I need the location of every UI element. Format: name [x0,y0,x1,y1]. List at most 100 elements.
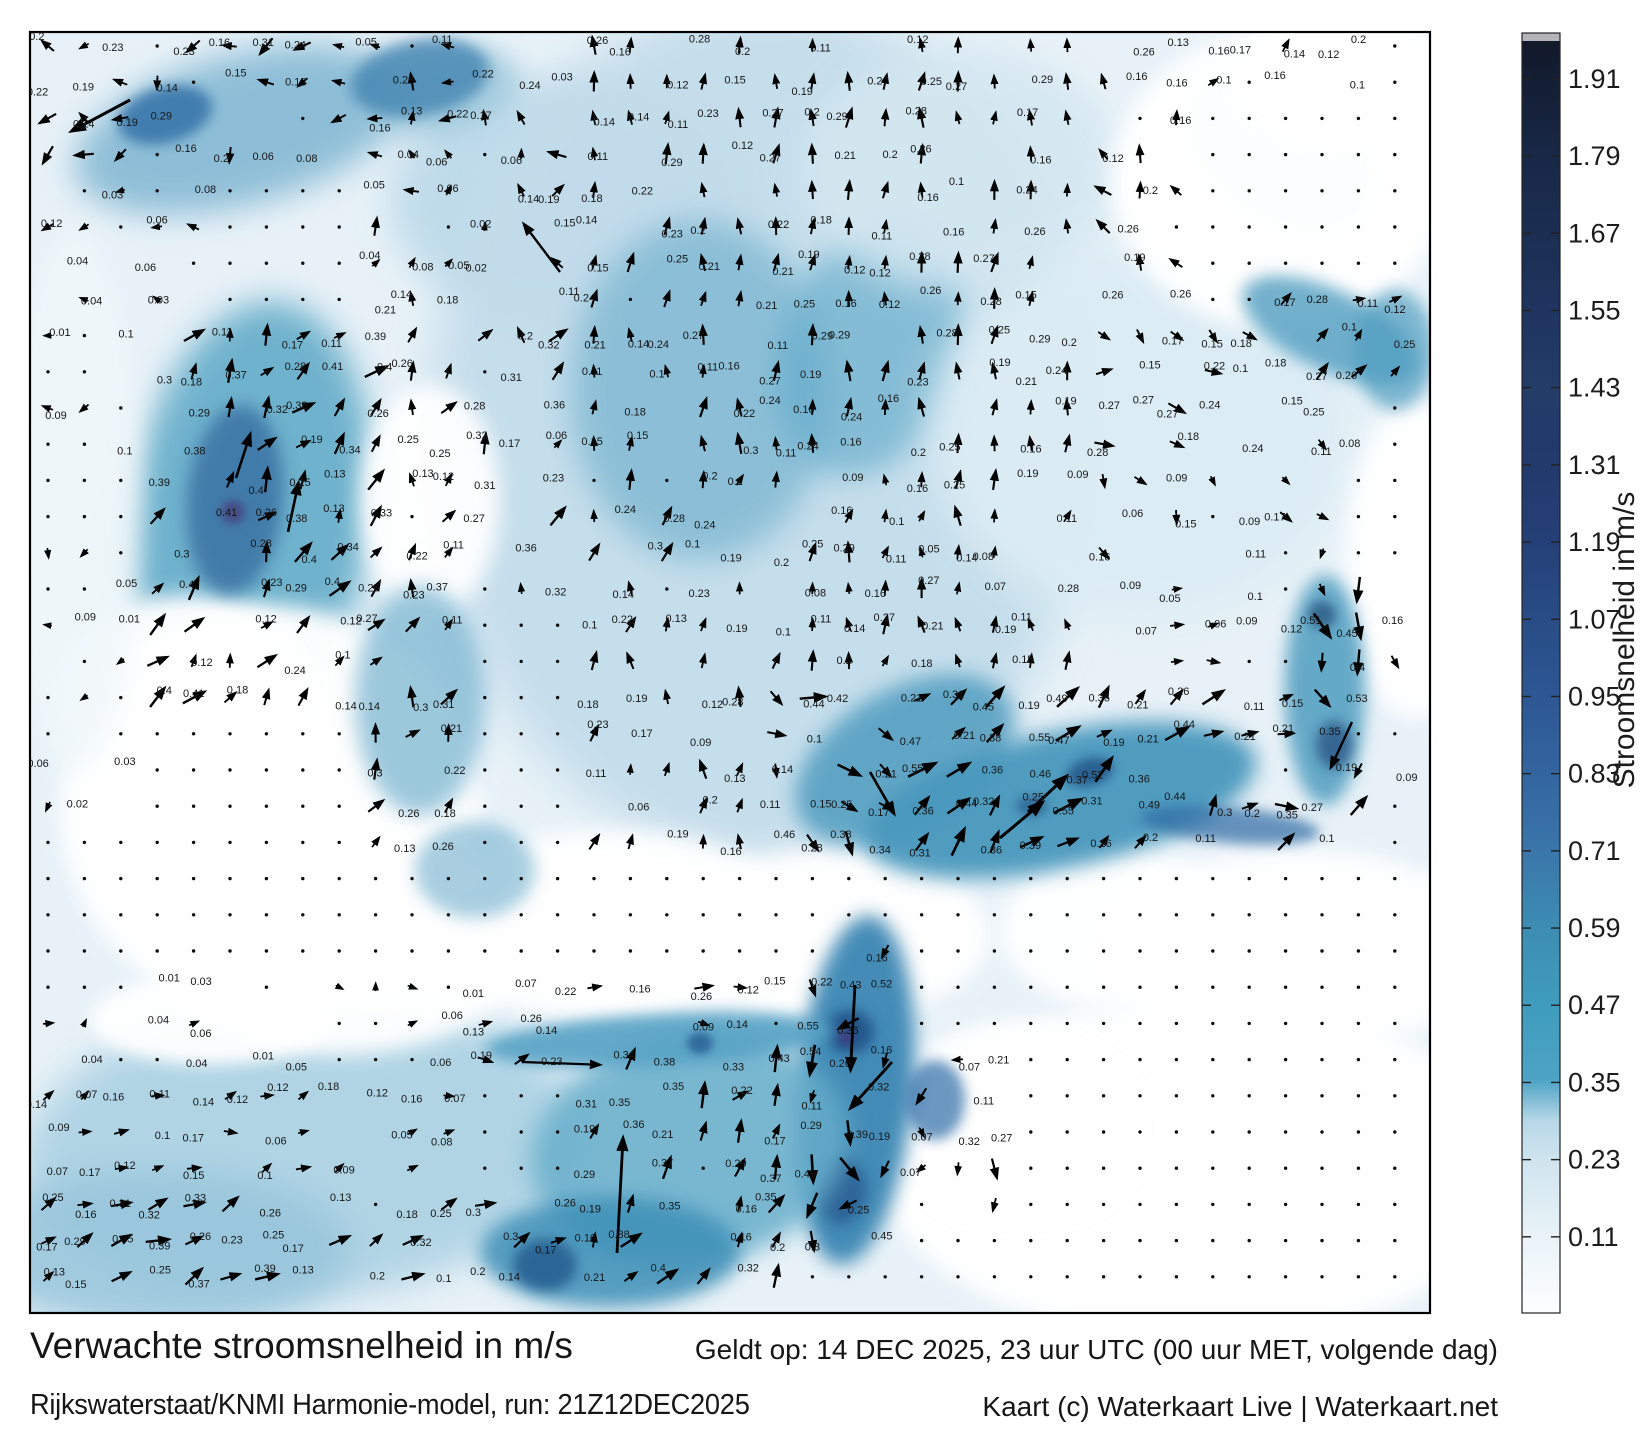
current-arrow [370,434,381,453]
grid-dot [1101,1130,1106,1134]
current-arrow [880,107,890,127]
current-arrow [1319,548,1327,560]
grid-dot [555,623,560,627]
current-arrow [662,289,671,308]
speed-value-label: 0.11 [768,340,789,352]
current-arrow [1019,836,1045,849]
current-arrow [625,1193,635,1213]
sea-shade-blob [1230,32,1430,150]
speed-value-label: 0.15 [764,975,785,987]
current-arrow [76,1232,94,1248]
current-arrow [1027,617,1036,631]
grid-dot [1029,913,1033,917]
speed-value-label: 0.25 [939,441,960,453]
current-arrow [296,361,310,381]
current-arrow [295,439,312,449]
speed-value-label: 0.15 [1012,654,1033,666]
grid-dot [665,587,669,591]
current-arrow [1390,365,1401,377]
current-arrow [41,145,54,166]
speed-value-label: 0.55 [902,763,923,775]
grid-dot [1029,985,1033,989]
speed-value-label: 0.17 [282,1243,303,1255]
current-arrow [989,467,1000,491]
speed-value-label: 0.35 [609,1097,630,1109]
speed-value-label: 0.2 [735,46,750,58]
grid-dot [555,949,560,953]
speed-value-label: 0.05 [391,1129,412,1141]
current-arrow [1099,473,1108,490]
colorbar-tick-label: 0.83 [1568,759,1621,789]
current-arrow [517,182,526,197]
current-arrow [256,653,278,669]
grid-dot [1320,1130,1324,1134]
grid-dot [155,44,159,48]
speed-value-label: 0.38 [830,829,851,841]
speed-value-label: 0.16 [175,143,196,155]
grid-dot [1029,1130,1033,1134]
current-arrow [550,256,564,269]
speed-value-label: 0.08 [431,1137,452,1149]
current-arrow [1277,729,1297,739]
grid-dot [82,333,87,338]
current-arrow [1281,38,1290,53]
speed-value-label: 0.17 [764,1136,785,1148]
speed-value-label: 0.28 [936,328,957,340]
current-arrow [1316,512,1330,521]
grid-dot [1247,1094,1251,1098]
grid-dot [1247,225,1251,229]
current-arrow [369,546,383,559]
grid-dot [1283,1202,1288,1207]
speed-value-label: 0.04 [81,295,102,307]
current-arrow [990,1197,999,1214]
speed-value-label: 0.3 [174,548,189,560]
speed-value-label: 0.14 [499,1271,520,1283]
speed-value-label: 0.19 [471,1050,492,1062]
speed-value-label: 0.49 [795,1168,816,1180]
grid-dot [483,1166,487,1170]
current-arrow [1094,439,1116,449]
sea-shade-blob [670,850,990,1020]
speed-value-label: 0.26 [367,408,388,420]
grid-dot [1320,225,1324,229]
current-arrow [297,1090,310,1101]
speed-value-label: 0.11 [801,1100,822,1112]
speed-value-label: 0.52 [871,978,892,990]
current-arrow [589,180,598,199]
speed-value-label: 0.17 [79,1167,100,1179]
grid-dot [956,985,960,989]
speed-value-label: 0.28 [909,251,930,263]
speed-value-label: 0.25 [921,76,942,88]
grid-dot [191,732,196,736]
current-arrow [407,256,416,269]
speed-value-label: 0.15 [225,68,246,80]
current-arrow [184,1235,205,1246]
speed-value-label: 0.37 [760,1173,781,1185]
current-arrow [954,361,963,380]
grid-dot [155,876,159,881]
grid-dot [1393,1202,1397,1207]
speed-value-label: 0.28 [464,401,485,413]
grid-dot [665,949,669,953]
speed-value-label: 0.16 [629,983,650,995]
current-arrow [407,578,417,598]
grid-dot [883,876,887,881]
grid-dot [1247,1057,1251,1062]
speed-value-label: 0.14 [613,589,634,601]
speed-value-label: 0.29 [574,1169,595,1181]
colorbar: 1.911.791.671.551.431.311.191.070.950.83… [1521,32,1641,1314]
speed-value-label: 0.17 [470,110,491,122]
current-arrow [620,1232,643,1248]
grid-dot [1211,1130,1215,1134]
speed-value-label: 0.11 [872,230,893,242]
current-arrow [261,687,271,706]
grid-dot [337,297,341,302]
current-arrow [771,1231,781,1248]
grid-dot [337,804,341,808]
current-arrow [698,652,707,669]
grid-dot [1065,1238,1069,1243]
current-arrow [408,290,417,306]
grid-dot [847,876,851,881]
speed-value-label: 0.09 [693,1022,714,1034]
current-arrow [807,1230,818,1254]
